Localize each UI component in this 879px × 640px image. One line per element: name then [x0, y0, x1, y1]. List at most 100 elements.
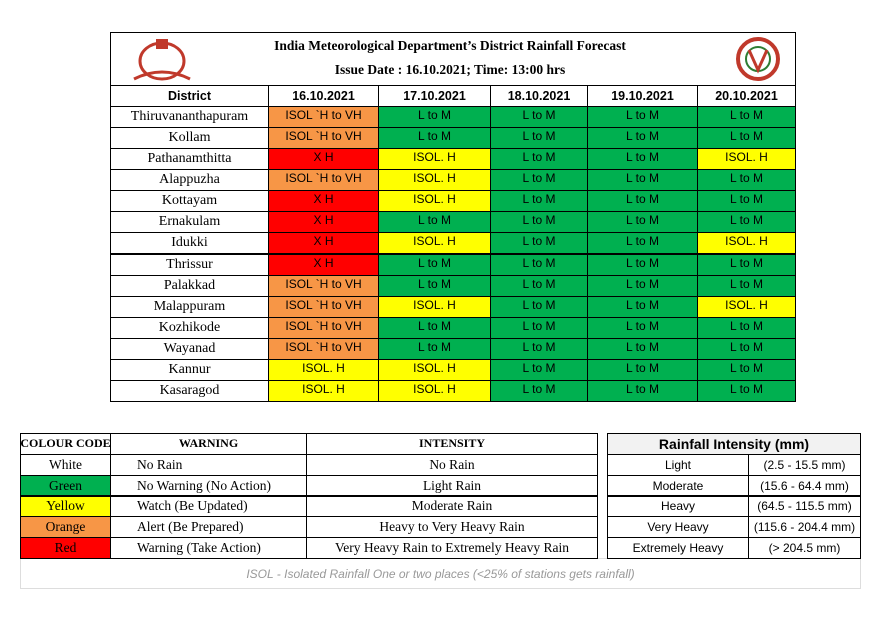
forecast-cell: L to M	[697, 379, 796, 402]
forecast-cell: L to M	[490, 316, 588, 339]
forecast-cell: X H	[268, 253, 379, 276]
forecast-cell: L to M	[697, 211, 796, 234]
forecast-cell: L to M	[490, 106, 588, 129]
warning: No Warning (No Action)	[110, 474, 307, 497]
forecast-cell: L to M	[697, 106, 796, 129]
forecast-cell: L to M	[490, 337, 588, 360]
forecast-cell: ISOL. H	[378, 190, 491, 213]
intensity: Very Heavy Rain to Extremely Heavy Rain	[306, 537, 598, 559]
forecast-cell: ISOL. H	[378, 295, 491, 318]
district: Kottayam	[110, 190, 269, 213]
forecast-cell: L to M	[587, 316, 698, 339]
forecast-cell: L to M	[587, 274, 698, 297]
forecast-cell: ISOL. H	[378, 358, 491, 381]
forecast-cell: L to M	[587, 106, 698, 129]
column-header: 17.10.2021	[378, 85, 491, 107]
forecast-cell: ISOL `H to VH	[268, 274, 379, 297]
forecast-cell: L to M	[490, 274, 588, 297]
note: ISOL - Isolated Rainfall One or two plac…	[246, 566, 635, 581]
district: Palakkad	[110, 274, 269, 297]
forecast-cell: L to M	[697, 190, 796, 213]
warning: Watch (Be Updated)	[110, 495, 307, 518]
colour-code: White	[20, 453, 111, 476]
intensity-name: Moderate	[607, 474, 749, 497]
forecast-cell: L to M	[587, 379, 698, 402]
forecast-cell: L to M	[587, 232, 698, 255]
title: India Meteorological Department’s Distri…	[274, 38, 626, 53]
forecast-cell: ISOL. H	[378, 148, 491, 171]
intensity-range: (2.5 - 15.5 mm)	[748, 453, 861, 476]
district: Thrissur	[110, 253, 269, 276]
forecast-cell: X H	[268, 211, 379, 234]
intensity: No Rain	[306, 453, 598, 476]
forecast-cell: L to M	[378, 274, 491, 297]
forecast-cell: L to M	[490, 232, 588, 255]
forecast-cell: X H	[268, 232, 379, 255]
forecast-cell: L to M	[587, 295, 698, 318]
forecast-cell: L to M	[587, 337, 698, 360]
intensity: Moderate Rain	[306, 495, 598, 518]
forecast-cell: X H	[268, 148, 379, 171]
intensity-name: Heavy	[607, 495, 749, 518]
column-header: District	[110, 85, 269, 107]
forecast-cell: L to M	[378, 316, 491, 339]
forecast-cell: L to M	[697, 274, 796, 297]
legend-header: INTENSITY	[306, 433, 598, 455]
district: Kannur	[110, 358, 269, 381]
forecast-cell: ISOL. H	[378, 169, 491, 192]
forecast-cell: ISOL. H	[268, 379, 379, 402]
forecast-cell: L to M	[587, 190, 698, 213]
forecast-cell: L to M	[587, 211, 698, 234]
forecast-cell: ISOL. H	[378, 379, 491, 402]
issue-date: Issue Date : 16.10.2021; Time: 13:00 hrs	[334, 62, 566, 77]
warning: No Rain	[110, 453, 307, 476]
intensity-range: (64.5 - 115.5 mm)	[748, 495, 861, 518]
forecast-cell: L to M	[490, 379, 588, 402]
note-box: ISOL - Isolated Rainfall One or two plac…	[20, 558, 861, 589]
forecast-cell: ISOL. H	[697, 148, 796, 171]
warning: Alert (Be Prepared)	[110, 516, 307, 539]
intensity-range: (> 204.5 mm)	[748, 537, 861, 559]
forecast-cell: L to M	[697, 358, 796, 381]
intensity-name: Very Heavy	[607, 516, 749, 539]
forecast-cell: L to M	[490, 358, 588, 381]
district: Ernakulam	[110, 211, 269, 234]
forecast-cell: L to M	[697, 337, 796, 360]
imd-logo	[736, 37, 780, 81]
forecast-cell: L to M	[378, 127, 491, 150]
forecast-cell: L to M	[697, 316, 796, 339]
header-box	[110, 32, 796, 86]
forecast-cell: L to M	[378, 106, 491, 129]
forecast-cell: ISOL `H to VH	[268, 127, 379, 150]
intensity: Heavy to Very Heavy Rain	[306, 516, 598, 539]
district: Wayanad	[110, 337, 269, 360]
district: Malappuram	[110, 295, 269, 318]
colour-code: Orange	[20, 516, 111, 539]
column-header: 19.10.2021	[587, 85, 698, 107]
forecast-cell: L to M	[490, 253, 588, 276]
forecast-cell: X H	[268, 190, 379, 213]
forecast-cell: ISOL. H	[378, 232, 491, 255]
forecast-cell: ISOL `H to VH	[268, 169, 379, 192]
forecast-cell: ISOL. H	[268, 358, 379, 381]
intensity: Light Rain	[306, 474, 598, 497]
column-header: 20.10.2021	[697, 85, 796, 107]
forecast-cell: ISOL. H	[697, 232, 796, 255]
legend-header: COLOUR CODE	[20, 433, 111, 455]
district: Thiruvananthapuram	[110, 106, 269, 129]
forecast-cell: L to M	[697, 127, 796, 150]
forecast-cell: L to M	[490, 127, 588, 150]
forecast-cell: ISOL `H to VH	[268, 337, 379, 360]
forecast-cell: L to M	[378, 211, 491, 234]
forecast-cell: L to M	[490, 169, 588, 192]
intensity-name: Light	[607, 453, 749, 476]
district: Kozhikode	[110, 316, 269, 339]
district: Kollam	[110, 127, 269, 150]
forecast-cell: L to M	[587, 127, 698, 150]
colour-code: Yellow	[20, 495, 111, 518]
district: Pathanamthitta	[110, 148, 269, 171]
forecast-cell: L to M	[490, 148, 588, 171]
colour-code: Red	[20, 537, 111, 559]
intensity-range: (115.6 - 204.4 mm)	[748, 516, 861, 539]
intensity-name: Extremely Heavy	[607, 537, 749, 559]
